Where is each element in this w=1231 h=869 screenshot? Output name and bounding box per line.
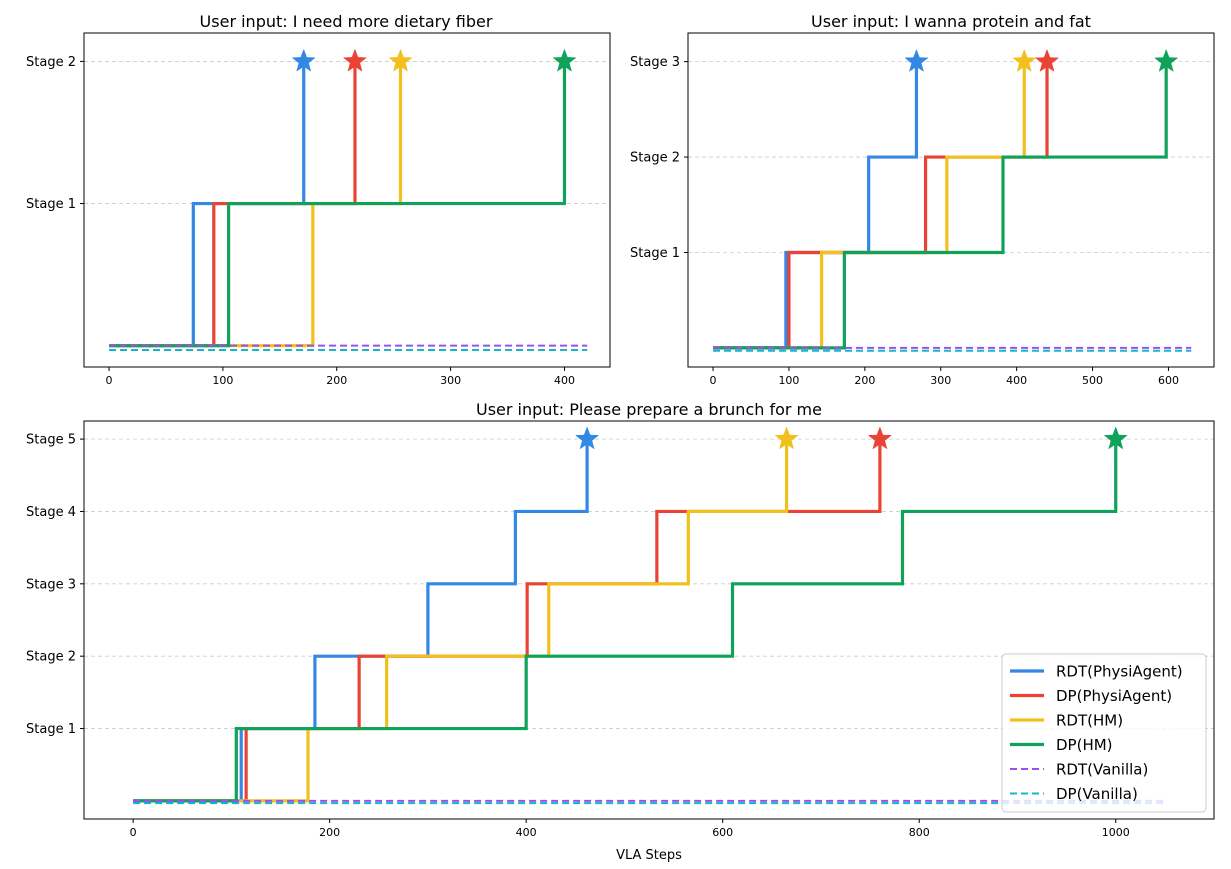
completion-star-rdt_pa <box>291 48 316 72</box>
y-tick-label: Stage 4 <box>26 505 76 520</box>
x-tick-label: 500 <box>1082 374 1103 387</box>
series-line-rdt_hm <box>133 439 789 803</box>
x-tick-label: 0 <box>130 826 137 839</box>
y-tick-label: Stage 5 <box>26 433 76 448</box>
y-tick-label: Stage 2 <box>630 151 680 166</box>
x-tick-label: 200 <box>854 374 875 387</box>
x-tick-label: 300 <box>930 374 951 387</box>
x-tick-label: 100 <box>212 374 233 387</box>
series-line-dp_hm <box>713 61 1168 350</box>
x-tick-label: 800 <box>909 826 930 839</box>
panel-title: User input: Please prepare a brunch for … <box>476 400 822 419</box>
completion-star-dp_pa <box>1034 48 1060 72</box>
x-tick-label: 300 <box>440 374 461 387</box>
legend-label-dp_van: DP(Vanilla) <box>1056 785 1138 803</box>
y-tick-label: Stage 1 <box>26 722 76 737</box>
series-line-dp_hm <box>133 439 1118 803</box>
x-tick-label: 0 <box>106 374 113 387</box>
completion-star-rdt_pa <box>904 48 929 72</box>
series-line-rdt_pa <box>133 439 589 803</box>
completion-star-dp_hm <box>1103 426 1128 450</box>
legend-label-rdt_pa: RDT(PhysiAgent) <box>1056 663 1183 681</box>
x-tick-label: 600 <box>712 826 733 839</box>
completion-star-dp_pa <box>342 48 368 72</box>
completion-star-dp_hm <box>552 48 577 72</box>
plot-frame <box>83 420 1215 820</box>
x-tick-label: 100 <box>778 374 799 387</box>
completion-star-dp_hm <box>1154 48 1179 72</box>
legend: RDT(PhysiAgent) DP(PhysiAgent) RDT(HM) DP(H… <box>1001 653 1207 813</box>
legend-label-dp_hm: DP(HM) <box>1056 736 1113 754</box>
x-tick-label: 600 <box>1158 374 1179 387</box>
series-line-dp_pa <box>713 61 1049 350</box>
y-tick-label: Stage 3 <box>630 55 680 70</box>
completion-star-dp_pa <box>867 426 893 450</box>
completion-star-rdt_hm <box>1012 48 1037 72</box>
x-tick-label: 200 <box>319 826 340 839</box>
completion-star-rdt_pa <box>575 426 600 450</box>
legend-box <box>1001 653 1207 813</box>
y-tick-label: Stage 1 <box>26 197 76 212</box>
x-tick-label: 0 <box>710 374 717 387</box>
x-tick-label: 1000 <box>1102 826 1130 839</box>
completion-star-rdt_hm <box>774 426 799 450</box>
x-tick-label: 400 <box>1006 374 1027 387</box>
x-tick-label: 400 <box>516 826 537 839</box>
chart-panel-protein: User input: I wanna protein and fat 0 100… <box>630 12 1215 387</box>
y-tick-label: Stage 2 <box>26 55 76 70</box>
legend-label-rdt_van: RDT(Vanilla) <box>1056 761 1148 779</box>
x-axis-label: VLA Steps <box>616 848 682 863</box>
legend-label-rdt_hm: RDT(HM) <box>1056 712 1123 730</box>
plot-frame <box>687 32 1215 368</box>
y-tick-label: Stage 3 <box>26 577 76 592</box>
y-tick-label: Stage 1 <box>630 246 680 261</box>
x-tick-label: 200 <box>326 374 347 387</box>
legend-label-dp_pa: DP(PhysiAgent) <box>1056 687 1172 705</box>
panel-title: User input: I wanna protein and fat <box>811 12 1091 31</box>
series-line-dp_pa <box>133 439 882 803</box>
completion-star-rdt_hm <box>388 48 413 72</box>
panel-title: User input: I need more dietary fiber <box>200 12 493 31</box>
y-tick-label: Stage 2 <box>26 650 76 665</box>
plot-frame <box>83 32 611 368</box>
chart-panel-fiber: User input: I need more dietary fiber 0 1… <box>26 12 611 387</box>
series-line-rdt_pa <box>713 61 919 350</box>
x-tick-label: 400 <box>554 374 575 387</box>
